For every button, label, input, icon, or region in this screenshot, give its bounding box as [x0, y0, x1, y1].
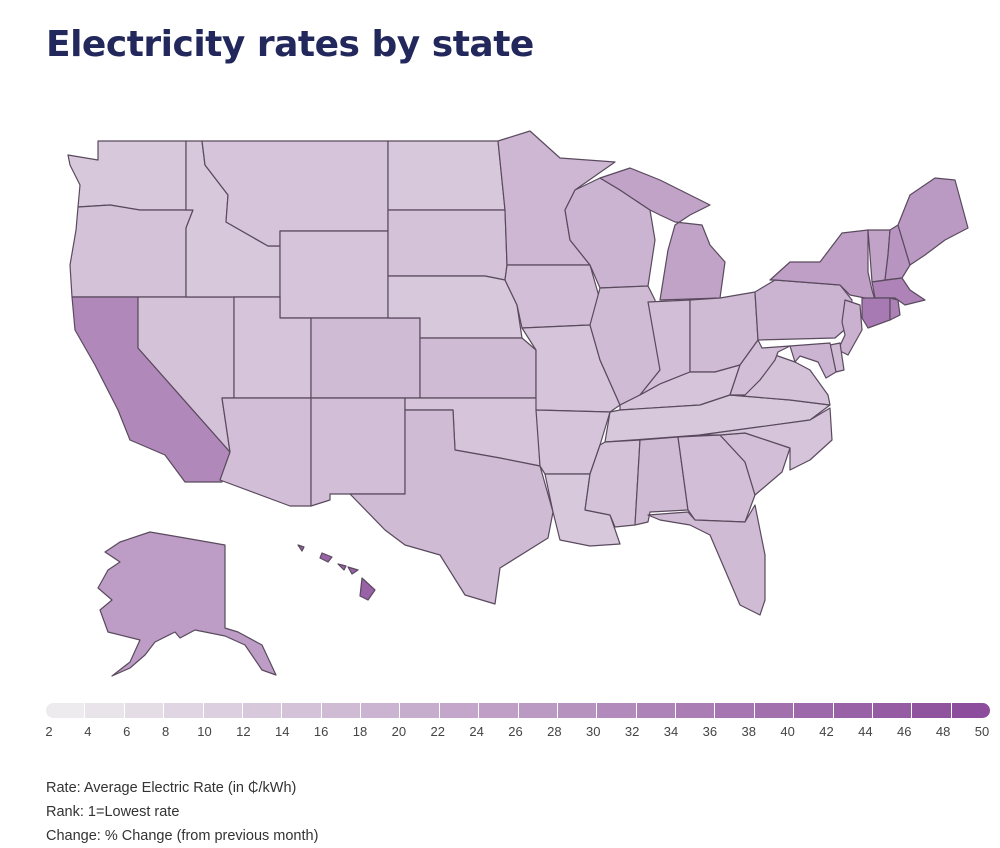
legend-tick-label: 26 [508, 724, 523, 739]
legend-tick-label: 14 [275, 724, 290, 739]
legend-tick-label: 12 [236, 724, 251, 739]
legend-tick-label: 24 [469, 724, 484, 739]
state-hi[interactable] [297, 544, 376, 601]
legend-tick-label: 18 [352, 724, 368, 739]
note-rate: Rate: Average Electric Rate (in ₵/kWh) [46, 780, 297, 796]
state-wa[interactable] [67, 140, 187, 211]
legend-cell [636, 703, 676, 718]
state-wv[interactable] [729, 339, 791, 396]
state-pa[interactable] [754, 279, 853, 341]
state-ak[interactable] [97, 531, 277, 677]
legend-tick-label: 40 [780, 724, 795, 739]
state-mi[interactable] [599, 167, 726, 301]
notes: Rate: Average Electric Rate (in ₵/kWh) R… [46, 776, 318, 848]
state-fl[interactable] [647, 504, 766, 616]
legend-cell [754, 703, 795, 718]
legend-tick-label: 16 [313, 724, 329, 739]
legend-cell [597, 703, 637, 718]
legend-cell [164, 703, 204, 718]
legend-cell [518, 703, 558, 718]
note-change: Change: % Change (from previous month) [46, 828, 319, 844]
legend-cell [479, 703, 519, 718]
legend-cell [242, 703, 283, 718]
state-nd[interactable] [387, 140, 506, 211]
state-ks[interactable] [419, 337, 537, 399]
page-title: Electricity rates by state [46, 24, 534, 65]
legend-tick-label: 34 [663, 724, 679, 739]
legend-cell [833, 703, 873, 718]
legend-tick-label: 28 [547, 724, 562, 739]
legend-color-scale [46, 703, 990, 718]
legend-tick-label: 38 [741, 724, 756, 739]
legend-tick-label: 32 [624, 724, 640, 739]
legend-cell [557, 703, 598, 718]
legend-tick-label: 46 [897, 724, 912, 739]
legend-tick-label: 36 [702, 724, 718, 739]
state-ri[interactable] [889, 297, 901, 321]
us-choropleth-map [67, 130, 969, 677]
state-wy[interactable] [279, 230, 389, 319]
legend-cell [439, 703, 480, 718]
legend-cell [46, 703, 86, 718]
legend-cell [124, 703, 165, 718]
legend-cell [794, 703, 834, 718]
legend-cell [85, 703, 125, 718]
state-or[interactable] [69, 204, 194, 298]
legend-tick-label: 50 [974, 724, 990, 739]
legend-tick-label: 48 [935, 724, 951, 739]
state-tx[interactable] [349, 409, 554, 605]
state-md[interactable] [789, 342, 837, 379]
legend-cell [872, 703, 913, 718]
state-me[interactable] [897, 177, 969, 266]
state-nc[interactable] [699, 407, 833, 471]
legend-tick-label: 20 [391, 724, 407, 739]
legend-tick-labels: 2 4 6 8 10 12 14 16 18 20 22 24 26 28 30 32 34 36 38 40 42 44… [0, 724, 1000, 742]
state-az[interactable] [219, 397, 312, 507]
legend-tick-label: 6 [123, 724, 131, 739]
legend-tick-label: 4 [84, 724, 92, 739]
state-nj[interactable] [837, 299, 863, 356]
state-ct[interactable] [861, 297, 891, 329]
state-ny[interactable] [769, 229, 876, 301]
legend-cell [951, 703, 990, 718]
legend-cell [203, 703, 243, 718]
legend-tick-label: 22 [430, 724, 445, 739]
legend-tick-label: 42 [819, 724, 834, 739]
state-sd[interactable] [387, 209, 508, 281]
legend-cell [676, 703, 716, 718]
legend-tick-label: 30 [586, 724, 601, 739]
legend-cell [361, 703, 401, 718]
legend-cell [715, 703, 755, 718]
legend-tick-label: 10 [197, 724, 212, 739]
legend-cell [400, 703, 440, 718]
legend-cell [321, 703, 361, 718]
legend-tick-label: 8 [162, 724, 170, 739]
legend-tick-label: 44 [858, 724, 873, 739]
note-rank: Rank: 1=Lowest rate [46, 804, 180, 820]
state-co[interactable] [310, 317, 421, 399]
legend-tick-label: 2 [45, 724, 53, 739]
legend-cell [912, 703, 952, 718]
legend-cell [282, 703, 322, 718]
state-nm[interactable] [310, 397, 406, 507]
